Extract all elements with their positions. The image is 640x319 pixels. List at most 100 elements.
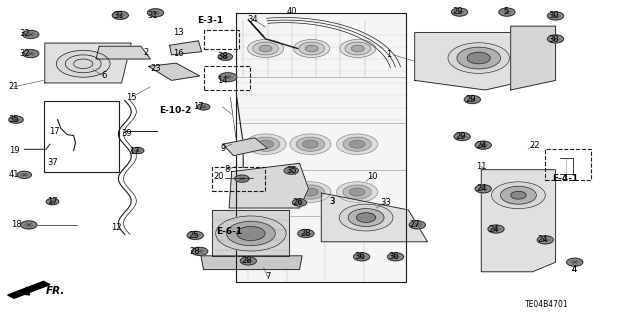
Text: 1: 1 <box>386 50 391 59</box>
Polygon shape <box>236 13 406 282</box>
Text: 26: 26 <box>292 198 303 207</box>
Circle shape <box>187 231 204 240</box>
Circle shape <box>337 134 378 154</box>
Text: 24: 24 <box>538 235 548 244</box>
Circle shape <box>248 40 284 57</box>
Polygon shape <box>481 170 556 272</box>
Circle shape <box>258 188 273 196</box>
Circle shape <box>216 216 286 251</box>
Circle shape <box>337 182 378 202</box>
Circle shape <box>499 8 515 16</box>
Text: 40: 40 <box>287 7 297 16</box>
Text: 6: 6 <box>101 71 106 80</box>
Circle shape <box>258 140 273 148</box>
Circle shape <box>303 140 318 148</box>
Circle shape <box>292 199 307 206</box>
Polygon shape <box>148 63 200 80</box>
Circle shape <box>245 182 286 202</box>
Circle shape <box>9 116 23 123</box>
Circle shape <box>22 49 39 58</box>
Circle shape <box>475 141 492 149</box>
Polygon shape <box>321 193 428 242</box>
Text: FR.: FR. <box>46 286 65 296</box>
Text: 28: 28 <box>241 256 252 265</box>
Text: 38: 38 <box>218 52 228 61</box>
Polygon shape <box>201 256 302 270</box>
Circle shape <box>284 167 298 174</box>
Circle shape <box>305 45 318 52</box>
Text: 30: 30 <box>548 35 559 44</box>
Polygon shape <box>170 41 202 55</box>
Circle shape <box>547 35 564 43</box>
Bar <box>212 167 265 191</box>
Polygon shape <box>415 33 528 90</box>
Polygon shape <box>212 210 289 256</box>
Circle shape <box>237 226 265 241</box>
Text: 24: 24 <box>476 141 486 150</box>
Text: 28: 28 <box>190 247 200 256</box>
Circle shape <box>253 42 278 55</box>
Text: 8: 8 <box>225 165 230 174</box>
Polygon shape <box>45 43 131 83</box>
Circle shape <box>259 45 272 52</box>
Text: 12: 12 <box>111 223 122 232</box>
Text: 20: 20 <box>214 172 224 181</box>
Text: 29: 29 <box>465 95 476 104</box>
Circle shape <box>235 175 249 182</box>
Circle shape <box>511 191 526 199</box>
Circle shape <box>409 221 426 229</box>
Circle shape <box>22 30 39 39</box>
Text: 3: 3 <box>329 197 334 206</box>
Circle shape <box>227 221 275 246</box>
Circle shape <box>245 134 286 154</box>
Circle shape <box>488 225 504 233</box>
Text: 22: 22 <box>529 141 540 150</box>
Text: E-4-1: E-4-1 <box>552 174 578 183</box>
Polygon shape <box>511 26 556 90</box>
Circle shape <box>219 73 237 82</box>
Text: 17: 17 <box>49 127 60 136</box>
Text: 17: 17 <box>47 197 58 206</box>
Text: 21: 21 <box>9 82 19 91</box>
Circle shape <box>74 59 93 69</box>
Circle shape <box>451 8 468 16</box>
Circle shape <box>500 186 536 204</box>
Text: 15: 15 <box>126 93 136 102</box>
Text: 31: 31 <box>113 11 124 20</box>
Polygon shape <box>8 281 50 298</box>
Circle shape <box>112 11 129 19</box>
Polygon shape <box>223 138 268 156</box>
Text: 36: 36 <box>355 252 365 261</box>
Circle shape <box>299 42 324 55</box>
Circle shape <box>464 95 481 104</box>
Circle shape <box>147 9 164 17</box>
Text: 2: 2 <box>143 48 148 57</box>
Circle shape <box>339 204 393 231</box>
Text: 19: 19 <box>9 146 19 155</box>
Text: 17: 17 <box>129 147 140 156</box>
Circle shape <box>197 104 210 110</box>
Text: 11: 11 <box>476 162 486 171</box>
Circle shape <box>343 137 371 151</box>
Circle shape <box>56 50 110 77</box>
Text: 34: 34 <box>248 15 258 24</box>
Text: E-3-1: E-3-1 <box>197 16 223 25</box>
Circle shape <box>65 55 101 73</box>
Bar <box>44 101 119 172</box>
Text: 23: 23 <box>150 64 161 73</box>
Circle shape <box>566 258 583 266</box>
Circle shape <box>46 198 59 205</box>
Circle shape <box>240 257 257 265</box>
Circle shape <box>252 185 280 199</box>
Circle shape <box>303 188 318 196</box>
Circle shape <box>296 185 324 199</box>
Text: 31: 31 <box>147 11 157 20</box>
Text: 10: 10 <box>367 172 378 181</box>
Bar <box>204 30 239 49</box>
Circle shape <box>290 134 331 154</box>
Circle shape <box>252 137 280 151</box>
Text: 39: 39 <box>122 129 132 138</box>
Circle shape <box>298 229 314 238</box>
Text: 13: 13 <box>173 28 183 37</box>
Text: 35: 35 <box>9 115 19 124</box>
